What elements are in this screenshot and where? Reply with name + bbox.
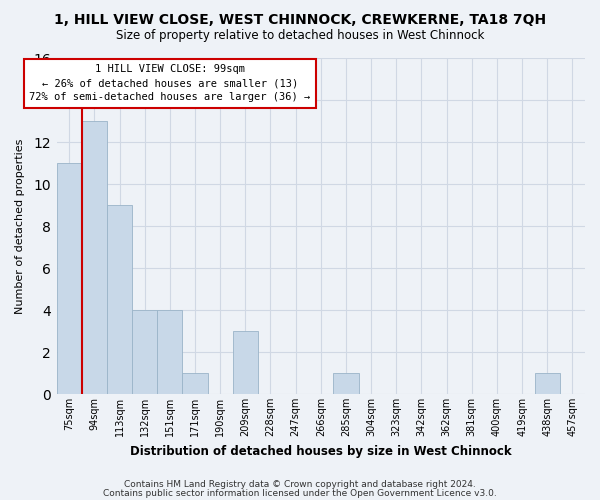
Y-axis label: Number of detached properties: Number of detached properties [15,138,25,314]
Bar [132,310,157,394]
Text: 1 HILL VIEW CLOSE: 99sqm
← 26% of detached houses are smaller (13)
72% of semi-d: 1 HILL VIEW CLOSE: 99sqm ← 26% of detach… [29,64,310,102]
Bar [535,373,560,394]
Bar [56,163,82,394]
Text: Size of property relative to detached houses in West Chinnock: Size of property relative to detached ho… [116,29,484,42]
Bar [182,373,208,394]
Bar [334,373,359,394]
Text: 1, HILL VIEW CLOSE, WEST CHINNOCK, CREWKERNE, TA18 7QH: 1, HILL VIEW CLOSE, WEST CHINNOCK, CREWK… [54,12,546,26]
Text: Contains public sector information licensed under the Open Government Licence v3: Contains public sector information licen… [103,488,497,498]
Text: Contains HM Land Registry data © Crown copyright and database right 2024.: Contains HM Land Registry data © Crown c… [124,480,476,489]
X-axis label: Distribution of detached houses by size in West Chinnock: Distribution of detached houses by size … [130,444,512,458]
Bar [157,310,182,394]
Bar [82,121,107,394]
Bar [107,205,132,394]
Bar [233,331,258,394]
